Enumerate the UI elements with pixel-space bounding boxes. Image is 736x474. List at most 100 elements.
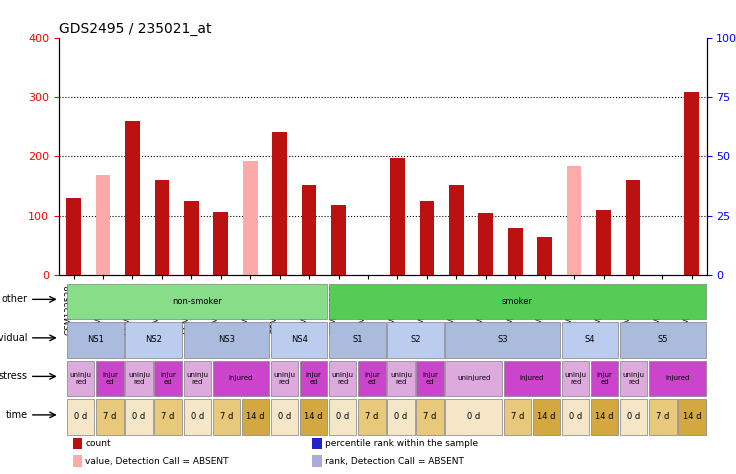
Text: S1: S1 [352, 335, 363, 344]
Bar [67, 322, 124, 357]
Text: 0 d: 0 d [336, 412, 350, 421]
Text: 7 d: 7 d [511, 412, 524, 421]
Bar [445, 399, 502, 435]
Text: 0 d: 0 d [74, 412, 88, 421]
Text: smoker: smoker [502, 297, 533, 306]
Bar [302, 185, 316, 275]
Bar [312, 438, 322, 449]
Bar [183, 399, 211, 435]
Bar [184, 201, 199, 275]
Bar [271, 399, 298, 435]
Text: uninju
red: uninju red [332, 372, 354, 384]
Bar [155, 361, 182, 396]
Text: uninju
red: uninju red [390, 372, 412, 384]
Text: 14 d: 14 d [595, 412, 614, 421]
Bar [300, 361, 328, 396]
Text: GDS2495 / 235021_at: GDS2495 / 235021_at [59, 21, 211, 36]
Bar [67, 283, 328, 319]
Bar [387, 399, 414, 435]
Bar [562, 399, 590, 435]
Bar [596, 210, 611, 275]
Bar [96, 399, 124, 435]
Bar [387, 361, 414, 396]
Bar [96, 361, 124, 396]
Bar [67, 361, 94, 396]
Text: NS4: NS4 [291, 335, 308, 344]
Text: stress: stress [0, 372, 28, 382]
Bar [213, 399, 240, 435]
Bar [329, 361, 356, 396]
Bar [73, 455, 82, 466]
Bar [183, 322, 269, 357]
Bar [312, 455, 322, 466]
Bar [537, 237, 552, 275]
Bar [66, 198, 81, 275]
Bar [420, 201, 434, 275]
Bar [125, 322, 182, 357]
Bar [562, 361, 590, 396]
Text: 7 d: 7 d [219, 412, 233, 421]
Bar [125, 121, 140, 275]
Text: value, Detection Call = ABSENT: value, Detection Call = ABSENT [85, 456, 228, 465]
Text: time: time [6, 410, 28, 420]
Bar [445, 361, 502, 396]
Bar [271, 322, 328, 357]
Text: 0 d: 0 d [627, 412, 640, 421]
Bar [445, 322, 560, 357]
Text: uninju
red: uninju red [565, 372, 587, 384]
Text: NS3: NS3 [218, 335, 235, 344]
Bar [533, 399, 560, 435]
Text: percentile rank within the sample: percentile rank within the sample [325, 439, 478, 448]
Text: 0 d: 0 d [394, 412, 408, 421]
Bar [358, 399, 386, 435]
Bar [591, 399, 618, 435]
Text: S3: S3 [498, 335, 508, 344]
Text: 14 d: 14 d [305, 412, 323, 421]
Text: non-smoker: non-smoker [172, 297, 222, 306]
Bar [243, 161, 258, 275]
Bar [417, 361, 444, 396]
Bar [272, 132, 287, 275]
Text: NS2: NS2 [145, 335, 162, 344]
Text: rank, Detection Call = ABSENT: rank, Detection Call = ABSENT [325, 456, 464, 465]
Text: 14 d: 14 d [683, 412, 701, 421]
Bar [503, 399, 531, 435]
Text: 0 d: 0 d [278, 412, 291, 421]
Text: injur
ed: injur ed [102, 372, 118, 384]
Text: 7 d: 7 d [365, 412, 378, 421]
Bar [649, 361, 706, 396]
Bar [620, 399, 648, 435]
Bar [213, 212, 228, 275]
Bar [508, 228, 523, 275]
Text: NS1: NS1 [87, 335, 104, 344]
Bar [155, 180, 169, 275]
Text: injured: injured [520, 375, 544, 381]
Text: count: count [85, 439, 110, 448]
Bar [271, 361, 298, 396]
Text: uninjured: uninjured [457, 375, 490, 381]
Text: S5: S5 [658, 335, 668, 344]
Bar [329, 399, 356, 435]
Bar [567, 166, 581, 275]
Text: uninju
red: uninju red [128, 372, 150, 384]
Bar [96, 175, 110, 275]
Bar [679, 399, 706, 435]
Text: injured: injured [229, 375, 253, 381]
Text: uninju
red: uninju red [623, 372, 645, 384]
Bar [620, 322, 706, 357]
Bar [649, 399, 676, 435]
Text: uninju
red: uninju red [274, 372, 296, 384]
Bar [155, 399, 182, 435]
Bar [125, 399, 152, 435]
Text: 7 d: 7 d [423, 412, 436, 421]
Bar [183, 361, 211, 396]
Text: uninju
red: uninju red [70, 372, 92, 384]
Text: S4: S4 [585, 335, 595, 344]
Text: 7 d: 7 d [103, 412, 116, 421]
Bar [562, 322, 618, 357]
Bar [684, 92, 699, 275]
Bar [329, 283, 706, 319]
Text: 0 d: 0 d [467, 412, 481, 421]
Bar [503, 361, 560, 396]
Bar [329, 322, 386, 357]
